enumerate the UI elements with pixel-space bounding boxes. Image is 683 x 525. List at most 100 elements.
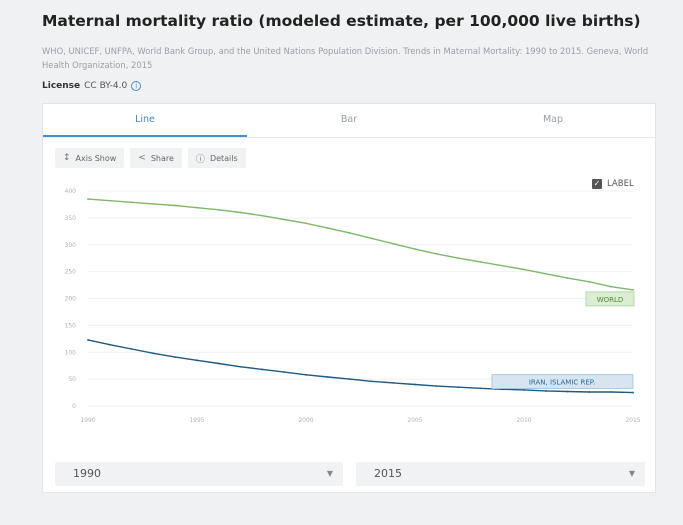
data-point — [152, 203, 155, 205]
data-point — [239, 211, 242, 214]
data-point — [217, 208, 220, 211]
data-point — [610, 285, 613, 288]
range-to-select[interactable]: 2015 ▼ — [356, 462, 645, 486]
chart-card: Line Bar Map ↕ Axis Show < Share ⓘ Details … — [42, 103, 656, 493]
data-point — [130, 348, 133, 350]
data-point — [196, 206, 198, 209]
data-point — [588, 280, 591, 283]
source-citation: WHO, UNICEF, UNFPA, World Bank Group, an… — [42, 46, 649, 70]
data-point — [87, 198, 89, 200]
details-icon: ⓘ — [195, 154, 205, 165]
info-icon[interactable]: i — [131, 81, 142, 91]
data-point — [326, 376, 329, 378]
x-tick-label: 2005 — [407, 417, 422, 424]
series-line-world — [87, 198, 634, 291]
data-point — [392, 381, 395, 384]
label-toggle-text: LABEL — [607, 179, 634, 189]
data-point — [217, 362, 220, 365]
y-tick-label: 150 — [65, 322, 77, 329]
data-point — [196, 359, 198, 362]
data-point — [523, 388, 525, 391]
details-button[interactable]: ⓘ Details — [187, 148, 246, 168]
series-label-world-box — [585, 291, 635, 307]
view-tabs: Line Bar Map — [43, 104, 655, 138]
series-line-iran — [87, 339, 634, 394]
data-point — [435, 252, 438, 255]
data-point — [174, 356, 177, 358]
y-tick-label: 100 — [65, 349, 77, 356]
x-tick-label: 2015 — [625, 417, 640, 424]
data-point — [588, 391, 591, 393]
data-point — [610, 391, 613, 393]
range-to-value: 2015 — [374, 467, 402, 480]
x-tick-label: 2000 — [298, 417, 313, 424]
data-point — [261, 368, 264, 371]
chevron-down-icon: ▼ — [628, 469, 635, 478]
data-point — [479, 387, 482, 390]
share-label: Share — [150, 153, 174, 163]
data-point — [283, 371, 286, 374]
data-point — [130, 201, 133, 204]
share-button[interactable]: < Share — [130, 148, 182, 168]
data-point — [174, 204, 177, 207]
data-point — [370, 380, 373, 383]
y-tick-label: 50 — [68, 376, 76, 383]
series-label-world: WORLD — [597, 296, 624, 304]
label-toggle[interactable]: ✓ LABEL — [592, 179, 634, 189]
data-point — [523, 268, 525, 271]
data-point — [261, 214, 264, 217]
data-point — [566, 390, 569, 393]
y-tick-label: 250 — [65, 269, 77, 276]
tab-line[interactable]: Line — [43, 104, 247, 137]
tab-bar[interactable]: Bar — [340, 114, 358, 125]
y-tick-label: 350 — [65, 215, 77, 222]
data-point — [566, 277, 569, 279]
data-point — [348, 232, 351, 234]
license: License CC BY-4.0 i — [42, 81, 142, 91]
series-label-iran-box — [491, 374, 634, 389]
x-tick-label: 2010 — [516, 417, 531, 424]
axis-icon: ↕ — [63, 153, 71, 163]
series-label-iran: IRAN, ISLAMIC REP. — [529, 379, 595, 387]
range-from-select[interactable]: 1990 ▼ — [55, 462, 343, 486]
data-point — [326, 227, 329, 229]
checkbox-icon[interactable]: ✓ — [592, 179, 602, 189]
share-icon: < — [138, 153, 146, 163]
data-point — [457, 386, 460, 389]
data-point — [501, 264, 504, 267]
data-point — [544, 272, 547, 275]
axis-show-label: Axis Show — [75, 153, 117, 163]
data-point — [152, 352, 155, 355]
data-point — [348, 378, 351, 381]
data-point — [457, 257, 460, 260]
x-tick-label: 1990 — [80, 417, 95, 424]
data-point — [108, 343, 111, 346]
data-point — [544, 390, 547, 392]
data-point — [305, 222, 307, 225]
data-point — [414, 383, 416, 386]
line-chart: 0 50 100 150 200 250 300 350 400 1990 1995 2000 2005… — [65, 188, 641, 424]
range-from-value: 1990 — [73, 467, 101, 480]
data-point — [239, 365, 242, 368]
axis-show-button[interactable]: ↕ Axis Show — [55, 148, 125, 168]
data-point — [305, 373, 307, 376]
license-label: License — [42, 81, 81, 91]
data-point — [87, 338, 89, 341]
y-tick-label: 400 — [65, 188, 77, 195]
page-title: Maternal mortality ratio (modeled estima… — [42, 12, 641, 30]
tab-map[interactable]: Map — [542, 114, 564, 125]
x-tick-label: 1995 — [189, 417, 204, 424]
data-point — [392, 242, 395, 245]
chevron-down-icon: ▼ — [326, 469, 333, 478]
y-tick-label: 300 — [65, 242, 77, 249]
data-point — [283, 218, 286, 221]
data-point — [370, 237, 373, 240]
y-tick-label: 0 — [72, 403, 76, 410]
data-point — [108, 199, 111, 202]
data-point — [414, 248, 416, 250]
data-point — [632, 289, 634, 291]
data-point — [632, 391, 634, 394]
data-point — [479, 261, 482, 263]
details-label: Details — [209, 153, 238, 163]
data-point — [435, 385, 438, 388]
